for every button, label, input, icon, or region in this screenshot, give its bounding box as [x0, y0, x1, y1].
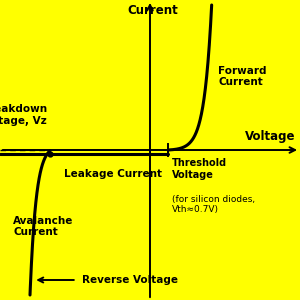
Text: Threshold
Voltage: Threshold Voltage	[172, 158, 227, 180]
Text: Breakdown
Voltage, Vz: Breakdown Voltage, Vz	[0, 104, 47, 126]
Text: Reverse Voltage: Reverse Voltage	[82, 275, 178, 285]
Text: (for silicon diodes,
Vth≈0.7V): (for silicon diodes, Vth≈0.7V)	[172, 195, 256, 214]
Text: Current: Current	[127, 4, 178, 17]
Text: Avalanche
Current: Avalanche Current	[13, 216, 74, 238]
Text: Voltage: Voltage	[245, 130, 296, 143]
Text: Leakage Current: Leakage Current	[64, 169, 162, 179]
Text: Forward
Current: Forward Current	[218, 66, 267, 88]
